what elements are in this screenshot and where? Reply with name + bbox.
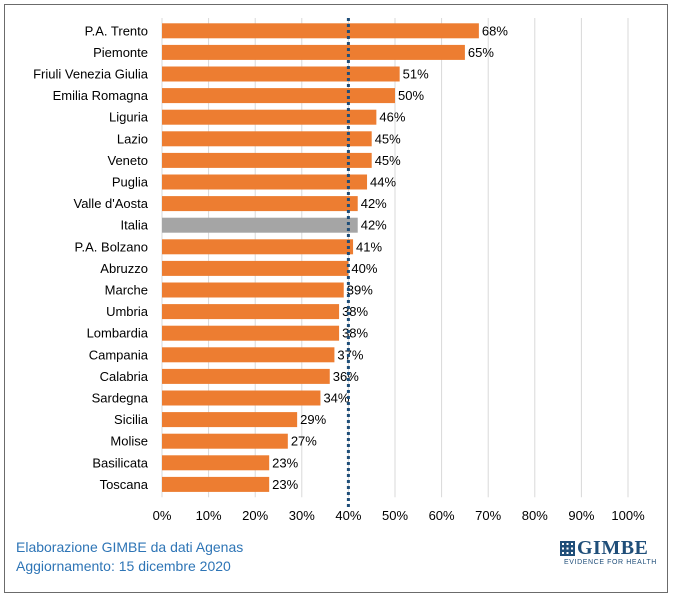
category-label: Lombardia [87,326,149,341]
x-tick-label: 90% [568,508,594,523]
update-note: Aggiornamento: 15 dicembre 2020 [16,558,231,574]
bar [162,412,298,428]
bar [162,152,372,168]
bar [162,109,377,125]
category-label: P.A. Bolzano [75,239,148,254]
bar [162,325,340,341]
value-label: 23% [272,477,298,492]
category-label: Valle d'Aosta [73,196,148,211]
value-label: 44% [370,175,396,190]
value-label: 65% [468,45,494,60]
bar [162,368,330,384]
value-label: 51% [403,67,429,82]
logo-tagline: EVIDENCE FOR HEALTH [564,559,657,566]
bar [162,66,400,82]
bar [162,390,321,406]
category-label: Marche [105,283,148,298]
gimbe-grid-icon [560,541,575,556]
value-label: 27% [291,434,317,449]
category-label: Basilicata [92,455,148,470]
bar [162,455,270,471]
x-tick-label: 50% [382,508,408,523]
x-tick-label: 10% [196,508,222,523]
category-label: Veneto [108,153,149,168]
category-label: Friuli Venezia Giulia [33,67,149,82]
gimbe-logo: GIMBE EVIDENCE FOR HEALTH [560,537,657,572]
bar [162,476,270,492]
value-label: 68% [482,23,508,38]
value-label: 39% [347,283,373,298]
bar [162,347,335,363]
category-label: Lazio [117,131,148,146]
value-label: 41% [356,239,382,254]
category-label: Puglia [112,175,149,190]
value-label: 29% [300,412,326,427]
category-label: Calabria [100,369,149,384]
x-tick-label: 40% [335,508,361,523]
value-label: 40% [351,261,377,276]
value-label: 45% [375,131,401,146]
category-label: Campania [89,347,149,362]
category-label: Sardegna [92,391,149,406]
x-tick-label: 30% [289,508,315,523]
value-label: 42% [361,218,387,233]
category-label: Italia [121,218,149,233]
bar [162,131,372,147]
value-label: 37% [337,347,363,362]
bar [162,260,349,276]
bar [162,88,395,104]
bar [162,196,358,212]
logo-name: GIMBE [577,537,649,559]
x-tick-label: 0% [153,508,172,523]
bar [162,23,479,39]
category-label: Abruzzo [100,261,148,276]
value-label: 23% [272,455,298,470]
value-label: 45% [375,153,401,168]
x-tick-label: 70% [475,508,501,523]
x-tick-label: 80% [522,508,548,523]
category-label: Piemonte [93,45,148,60]
value-label: 38% [342,326,368,341]
category-label: Toscana [100,477,149,492]
bar [162,304,340,320]
bar [162,433,288,449]
bar [162,282,344,298]
value-label: 34% [323,391,349,406]
bar [162,174,368,190]
x-tick-label: 60% [429,508,455,523]
x-tick-label: 100% [611,508,645,523]
source-note: Elaborazione GIMBE da dati Agenas [16,539,244,555]
category-label: Liguria [109,110,149,125]
category-label: Sicilia [114,412,149,427]
bar [162,239,354,255]
bar [162,217,358,233]
value-label: 50% [398,88,424,103]
value-label: 46% [379,110,405,125]
value-label: 38% [342,304,368,319]
category-label: Emilia Romagna [53,88,149,103]
category-label: P.A. Trento [85,23,148,38]
value-label: 36% [333,369,359,384]
bar [162,44,465,60]
value-label: 42% [361,196,387,211]
category-label: Molise [110,434,148,449]
x-tick-label: 20% [242,508,268,523]
category-label: Umbria [106,304,149,319]
